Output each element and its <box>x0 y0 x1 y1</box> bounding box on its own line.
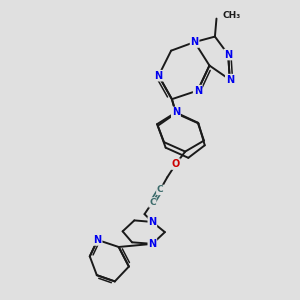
Text: CH₃: CH₃ <box>223 11 241 20</box>
Text: O: O <box>172 159 180 169</box>
Text: N: N <box>190 37 199 47</box>
Text: N: N <box>148 217 156 227</box>
Text: N: N <box>172 107 180 118</box>
Text: N: N <box>172 108 180 118</box>
Text: C: C <box>157 185 164 194</box>
Text: N: N <box>94 235 102 245</box>
Text: C: C <box>149 198 156 207</box>
Text: N: N <box>148 239 156 249</box>
Text: N: N <box>226 75 234 85</box>
Text: N: N <box>154 71 163 81</box>
Text: N: N <box>224 50 232 60</box>
Text: N: N <box>194 85 202 96</box>
